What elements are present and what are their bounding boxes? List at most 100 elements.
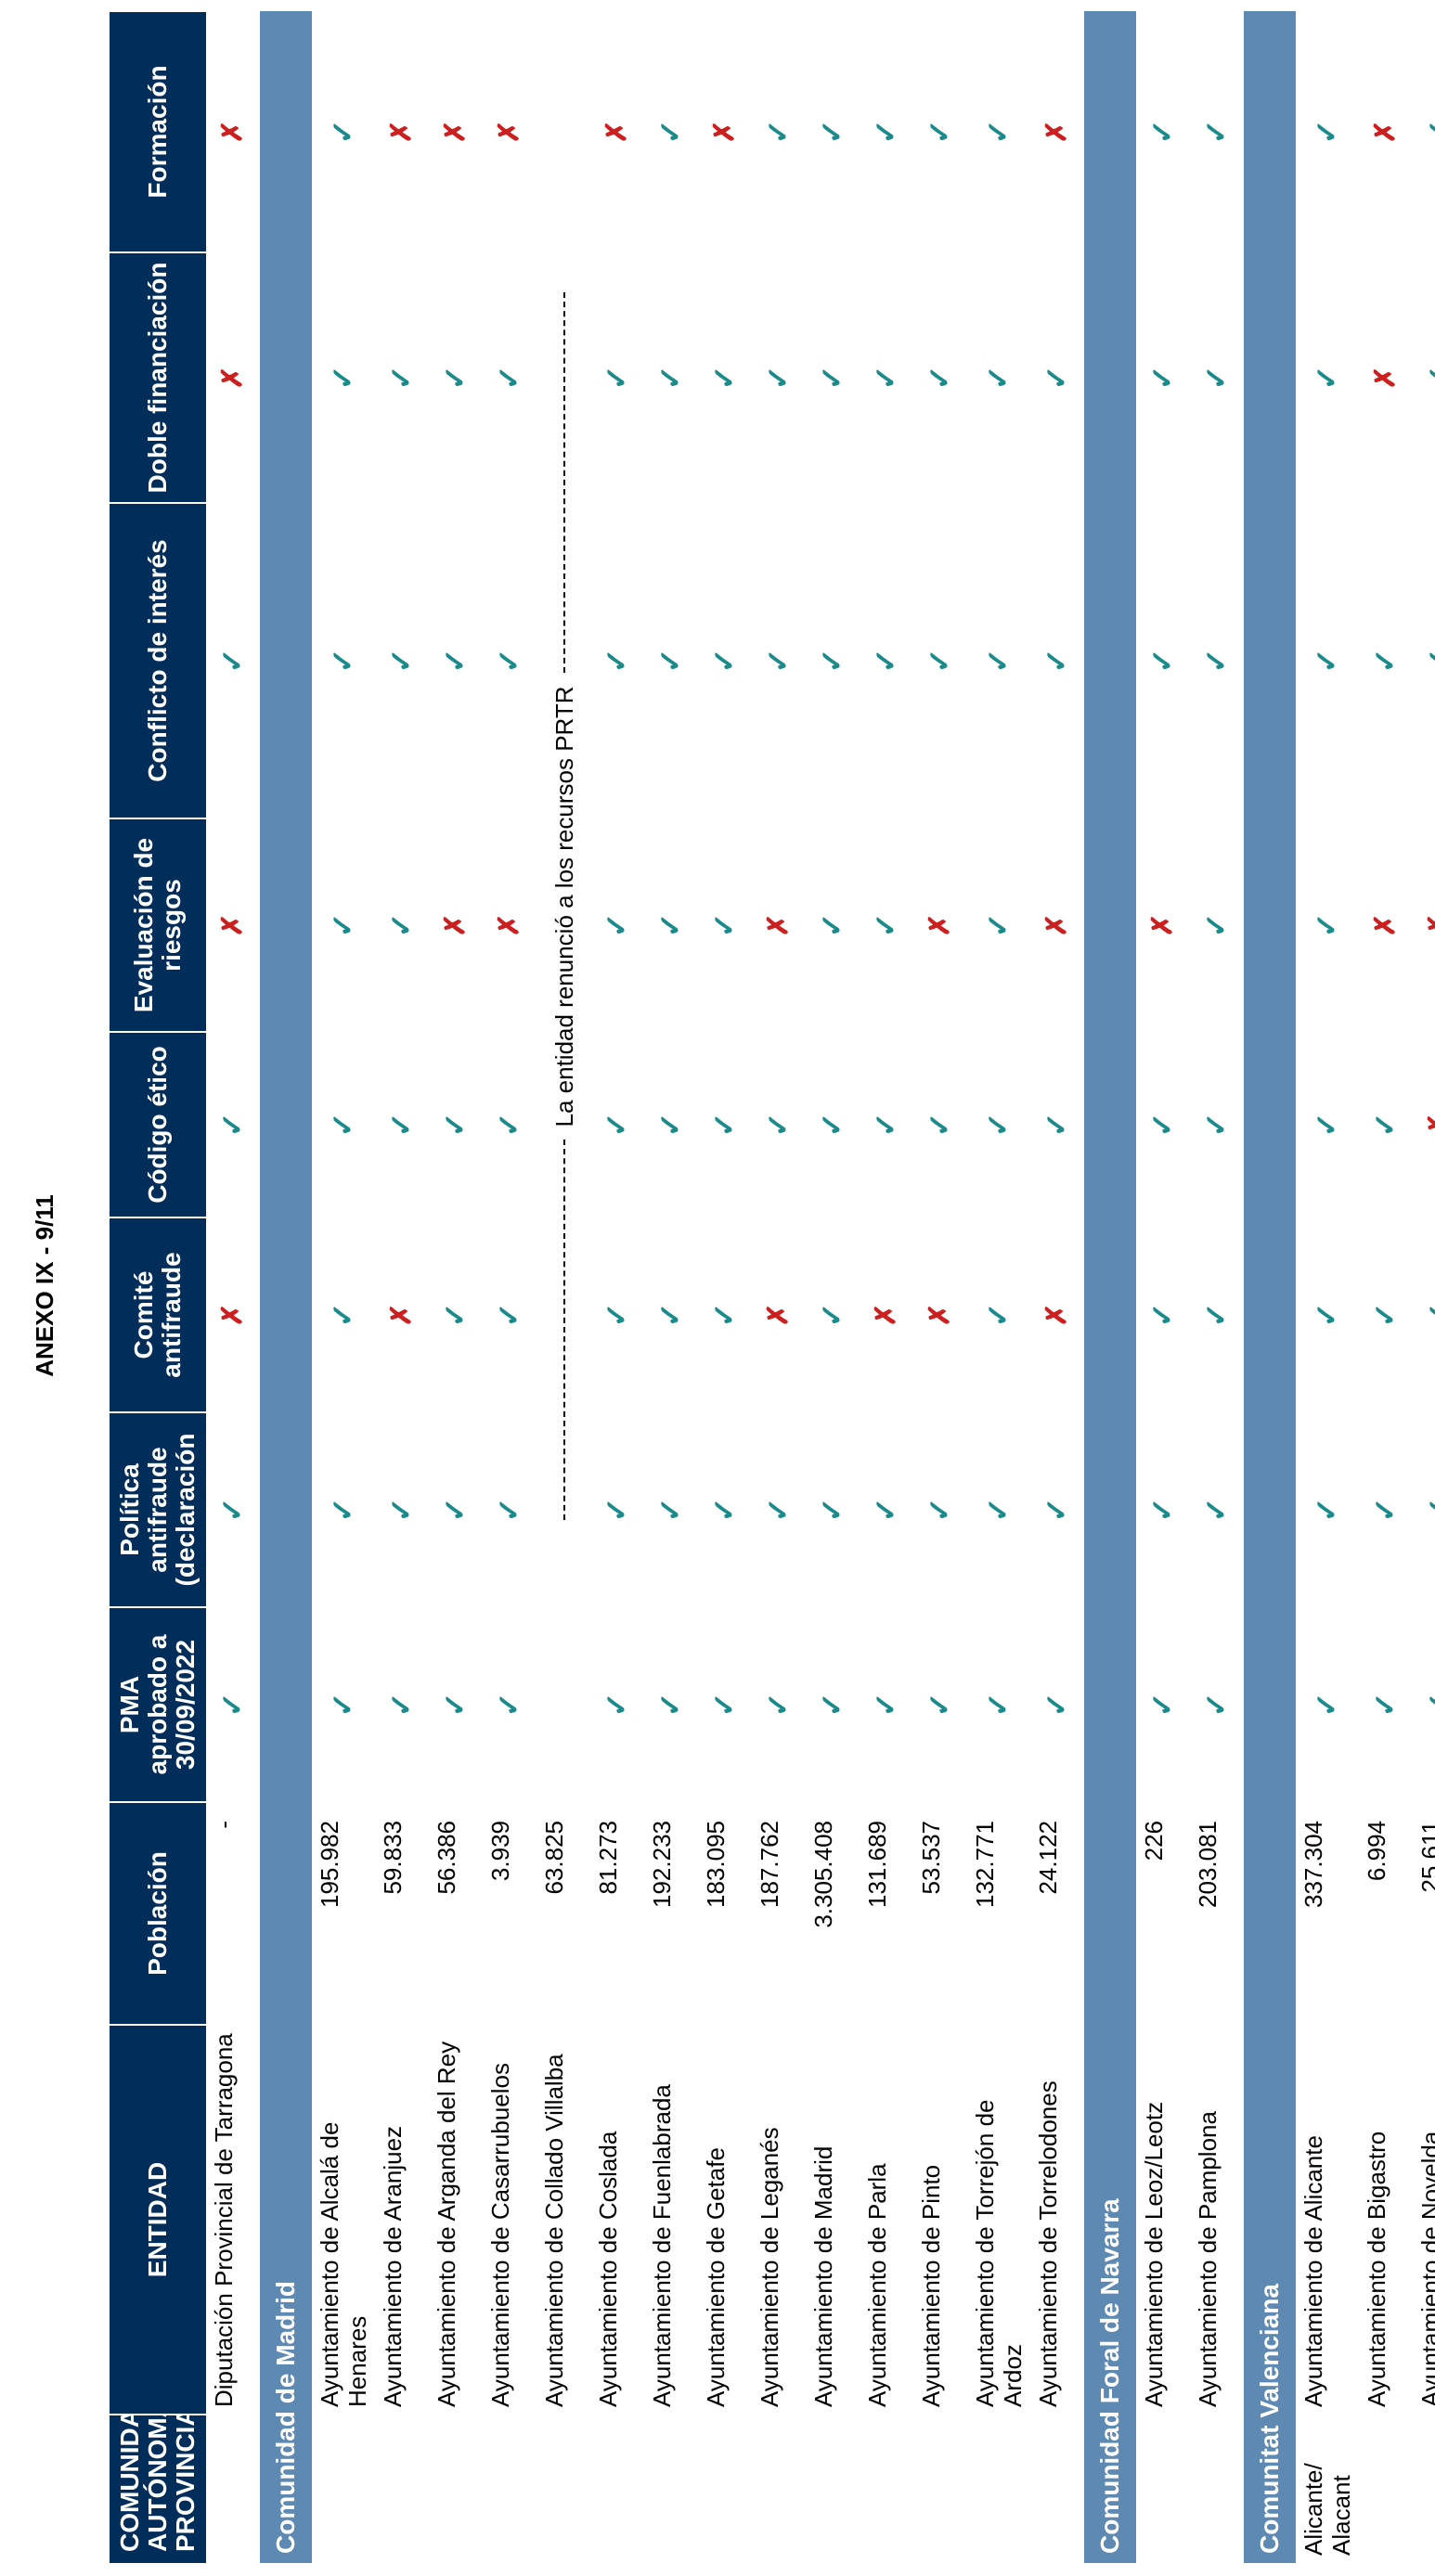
check-icon: ✓	[815, 365, 848, 391]
status-cell: ✓	[1030, 1412, 1084, 1607]
status-cell: ✗	[752, 1217, 806, 1412]
poblacion-cell: 3.939	[486, 1821, 514, 1882]
poblacion-cell: 24.122	[1034, 1821, 1062, 1895]
section-title: Comunidad Foral de Navarra	[1084, 11, 1136, 2563]
check-icon: ✓	[1145, 648, 1179, 674]
check-icon: ✓	[1040, 648, 1073, 674]
check-icon: ✓	[326, 365, 359, 391]
check-icon: ✓	[600, 1692, 633, 1718]
table-body: Diputación Provincial de Tarragona - ✓ ✓ ✗ ✓ ✗…	[206, 11, 1435, 2563]
cross-icon: ✗	[1424, 1113, 1435, 1136]
entidad-cell: Ayuntamiento de Aranjuez	[379, 2125, 407, 2407]
header-pma: PMA aprobado a 30/09/2022	[110, 1607, 206, 1802]
status-cell: ✗	[483, 818, 537, 1032]
status-cell: ✓	[967, 1607, 1030, 1802]
status-cell: ✓	[1359, 503, 1413, 818]
check-icon: ✓	[869, 1497, 902, 1523]
check-icon: ✓	[1199, 119, 1233, 145]
section-row: Comunidad Foral de Navarra	[1084, 11, 1136, 2563]
status-cell: ✗	[913, 818, 967, 1032]
cross-icon: ✗	[763, 1303, 794, 1327]
status-cell: ✓	[1413, 1607, 1435, 1802]
check-icon: ✓	[492, 1302, 525, 1328]
check-icon: ✓	[326, 1302, 359, 1328]
status-cell: ✓	[1136, 1217, 1190, 1412]
status-cell: ✓	[206, 1412, 260, 1607]
page-title: ANEXO IX - 9/11	[31, 1183, 58, 1387]
check-icon: ✓	[1310, 365, 1343, 391]
cross-icon: ✗	[709, 120, 740, 144]
status-cell: ✓	[1190, 252, 1244, 503]
status-cell: ✓	[429, 252, 483, 503]
cross-icon: ✗	[386, 1303, 417, 1327]
check-icon: ✓	[761, 648, 795, 674]
poblacion-cell: 25.611	[1416, 1821, 1435, 1893]
status-cell: ✓	[1296, 1032, 1359, 1217]
header-comite: Comité antifraude	[110, 1217, 206, 1412]
cross-icon: ✗	[1370, 120, 1401, 144]
check-icon: ✓	[326, 648, 359, 674]
status-cell: ✓	[312, 1217, 375, 1412]
check-icon: ✓	[653, 1112, 687, 1138]
check-icon: ✓	[600, 1497, 633, 1523]
cross-icon: ✗	[1370, 913, 1401, 937]
status-cell: ✓	[698, 1607, 752, 1802]
cross-icon: ✗	[1041, 120, 1072, 144]
check-icon: ✓	[600, 648, 633, 674]
status-cell: ✓	[967, 1032, 1030, 1217]
status-cell: ✓	[698, 503, 752, 818]
status-cell: ✓	[860, 1032, 913, 1217]
check-icon: ✓	[600, 1302, 633, 1328]
poblacion-cell: 226	[1140, 1821, 1168, 1861]
header-formacion: Formación	[110, 11, 206, 252]
status-cell: ✓	[1136, 1607, 1190, 1802]
check-icon: ✓	[600, 365, 633, 391]
check-icon: ✓	[1145, 1692, 1179, 1718]
ccaa-cell	[967, 2415, 1030, 2563]
status-cell: ✓	[312, 818, 375, 1032]
ccaa-cell	[1030, 2415, 1084, 2563]
status-cell: ✓	[312, 503, 375, 818]
status-cell: ✗	[206, 11, 260, 252]
header-poblacion: Población	[110, 1802, 206, 2025]
entidad-cell: Ayuntamiento de Leoz/Leotz	[1140, 2101, 1168, 2407]
table-row: Ayuntamiento de Torrejón de Ardoz 132.771…	[967, 11, 1030, 2563]
check-icon: ✓	[1368, 648, 1402, 674]
cross-icon: ✗	[601, 120, 632, 144]
status-cell: ✓	[967, 818, 1030, 1032]
table-row: Ayuntamiento de Alcalá de Henares 195.982…	[312, 11, 375, 2563]
check-icon: ✓	[653, 119, 687, 145]
check-icon: ✓	[326, 1497, 359, 1523]
status-cell: ✓	[483, 503, 537, 818]
check-icon: ✓	[707, 648, 741, 674]
check-icon: ✓	[215, 1692, 249, 1718]
status-cell: ✓	[644, 1032, 698, 1217]
status-cell: ✗	[1030, 818, 1084, 1032]
status-cell: ✓	[483, 1412, 537, 1607]
entidad-cell: Ayuntamiento de Torrelodones	[1034, 2080, 1062, 2407]
status-cell: ✓	[860, 11, 913, 252]
status-cell: ✓	[1413, 1217, 1435, 1412]
check-icon: ✓	[981, 1302, 1015, 1328]
ccaa-cell	[806, 2415, 860, 2563]
ccaa-cell	[590, 2415, 644, 2563]
entidad-cell: Ayuntamiento de Parla	[863, 2163, 891, 2407]
status-cell: ✓	[913, 1412, 967, 1607]
check-icon: ✓	[1422, 649, 1435, 674]
status-cell: ✓	[1359, 1412, 1413, 1607]
cross-icon: ✗	[871, 1303, 901, 1327]
check-icon: ✓	[981, 365, 1015, 391]
ccaa-cell	[913, 2415, 967, 2563]
check-icon: ✓	[438, 1112, 472, 1138]
status-cell: ✗	[1359, 252, 1413, 503]
check-icon: ✓	[438, 1302, 472, 1328]
status-cell: ✓	[375, 1032, 429, 1217]
check-icon: ✓	[384, 1112, 418, 1138]
status-cell: ✓	[483, 1217, 537, 1412]
entidad-cell: Ayuntamiento de Leganés	[756, 2127, 783, 2407]
status-cell: ✗	[1413, 818, 1435, 1032]
